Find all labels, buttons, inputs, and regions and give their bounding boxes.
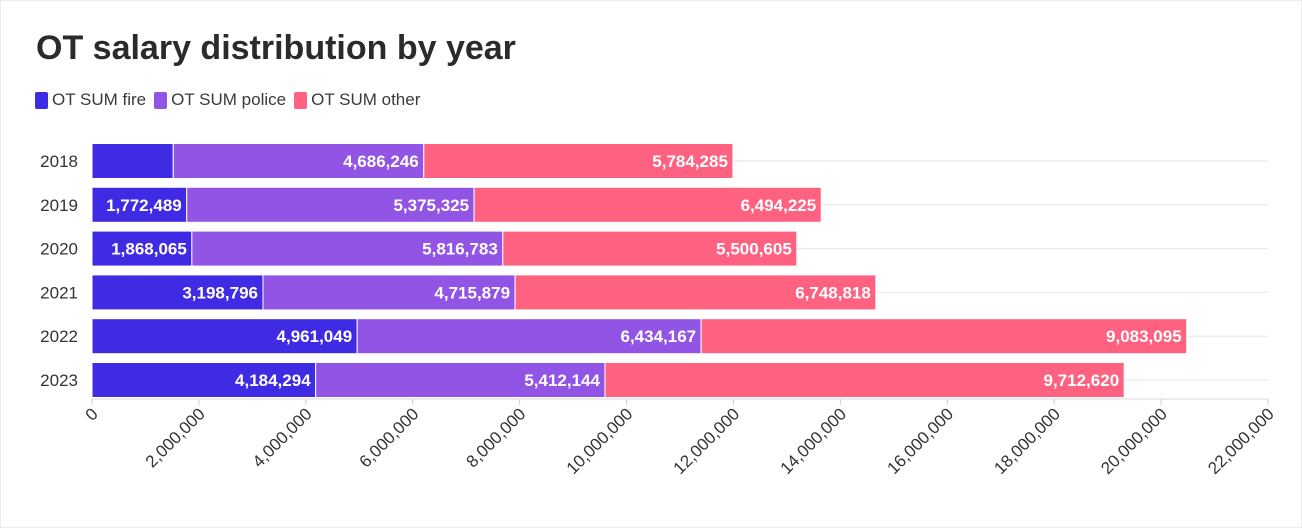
x-tick-label: 20,000,000 xyxy=(1097,404,1171,478)
legend-item-police[interactable]: OT SUM police xyxy=(154,90,286,110)
x-tick-label: 12,000,000 xyxy=(670,404,744,478)
bar-segment xyxy=(423,143,734,179)
x-tick-label: 4,000,000 xyxy=(249,404,316,471)
bar-segment xyxy=(91,230,193,267)
x-tick-label: 18,000,000 xyxy=(990,404,1064,478)
bar-segment xyxy=(700,318,1188,355)
chart-title: OT salary distribution by year xyxy=(36,29,516,67)
x-tick-label: 2,000,000 xyxy=(142,404,209,471)
legend-item-other[interactable]: OT SUM other xyxy=(294,90,420,110)
data-label: 9,712,620 xyxy=(1044,371,1120,390)
category-label: 2022 xyxy=(40,327,78,346)
data-label: 5,375,325 xyxy=(393,196,469,215)
x-tick-label: 16,000,000 xyxy=(883,404,957,478)
data-label: 1,772,489 xyxy=(106,196,182,215)
data-label: 6,434,167 xyxy=(620,327,696,346)
legend-item-fire[interactable]: OT SUM fire xyxy=(35,90,146,110)
bar-segment xyxy=(91,318,358,355)
x-tick-label: 6,000,000 xyxy=(356,404,423,471)
bar-segment xyxy=(91,186,188,223)
bar-segment xyxy=(186,186,475,223)
category-label: 2021 xyxy=(40,283,78,302)
legend-label-police: OT SUM police xyxy=(171,90,287,109)
legend-swatch-other xyxy=(294,91,308,109)
bar-segment xyxy=(172,143,425,179)
legend-swatch-fire xyxy=(35,91,48,109)
data-label: 1,868,065 xyxy=(111,240,187,259)
bar-segment xyxy=(91,143,174,179)
category-label: 2020 xyxy=(40,240,78,259)
bar-segment xyxy=(514,274,877,311)
data-label: 4,686,246 xyxy=(343,152,419,171)
chart-legend: OT SUM fire OT SUM police OT SUM other xyxy=(35,90,420,110)
category-label: 2023 xyxy=(40,371,78,390)
category-label: 2019 xyxy=(40,196,78,215)
data-label: 3,198,796 xyxy=(182,283,258,302)
x-tick-label: 10,000,000 xyxy=(563,404,637,478)
x-tick-label: 22,000,000 xyxy=(1204,404,1278,478)
data-label: 4,715,879 xyxy=(434,283,510,302)
category-label: 2018 xyxy=(40,152,78,171)
bar-segment xyxy=(91,362,317,398)
bar-segment xyxy=(502,230,798,267)
bar-segment xyxy=(473,186,822,223)
bar-segment xyxy=(604,362,1125,398)
legend-label-fire: OT SUM fire xyxy=(52,90,147,109)
data-label: 5,784,285 xyxy=(652,152,728,171)
data-label: 6,494,225 xyxy=(741,196,817,215)
data-label: 5,500,605 xyxy=(716,240,792,259)
data-label: 5,412,144 xyxy=(524,371,600,390)
data-label: 4,184,294 xyxy=(235,371,311,390)
legend-label-other: OT SUM other xyxy=(311,90,421,109)
data-label: 4,961,049 xyxy=(277,327,353,346)
data-label: 6,748,818 xyxy=(795,283,871,302)
legend-swatch-police xyxy=(154,91,168,109)
data-label: 5,816,783 xyxy=(422,240,498,259)
bar-segment xyxy=(191,230,504,267)
data-label: 9,083,095 xyxy=(1106,327,1182,346)
x-tick-label: 14,000,000 xyxy=(777,404,851,478)
x-tick-label: 0 xyxy=(82,404,102,424)
x-tick-label: 8,000,000 xyxy=(463,404,530,471)
